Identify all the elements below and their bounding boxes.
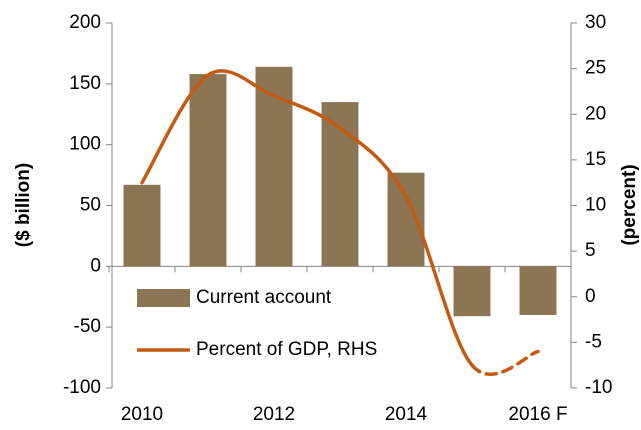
bar — [123, 184, 161, 267]
bar — [519, 266, 557, 315]
bar — [189, 74, 227, 267]
legend-label: Percent of GDP, RHS — [196, 339, 377, 360]
legend-label: Current account — [196, 287, 332, 308]
y2-tick-label: -10 — [585, 377, 612, 398]
legend-swatch — [137, 289, 190, 307]
y2-tick-label: 10 — [585, 195, 606, 216]
y-tick-label: -100 — [63, 377, 101, 398]
y2-axis-label: (percent) — [619, 164, 640, 245]
y2-tick-label: 25 — [585, 58, 606, 79]
x-tick-label: 2016 F — [508, 404, 567, 425]
bar — [387, 172, 425, 267]
y2-tick-label: -5 — [585, 331, 602, 352]
y-tick-label: 100 — [69, 134, 101, 155]
y-axis-label: ($ billion) — [13, 163, 34, 247]
y2-tick-label: 0 — [585, 286, 596, 307]
x-tick-label: 2014 — [385, 404, 428, 425]
x-tick-label: 2012 — [253, 404, 295, 425]
line — [140, 69, 474, 367]
y-tick-label: 50 — [80, 195, 101, 216]
y-tick-label: 0 — [90, 255, 101, 276]
y-tick-label: -50 — [74, 316, 101, 337]
line — [470, 349, 540, 376]
bar — [453, 266, 491, 317]
y2-tick-label: 30 — [585, 12, 606, 33]
y2-tick-label: 15 — [585, 149, 606, 170]
y-tick-label: 150 — [69, 73, 101, 94]
x-tick-label: 2010 — [121, 404, 163, 425]
y-tick-label: 200 — [69, 12, 101, 33]
y2-tick-label: 20 — [585, 103, 606, 124]
y2-tick-label: 5 — [585, 240, 596, 261]
